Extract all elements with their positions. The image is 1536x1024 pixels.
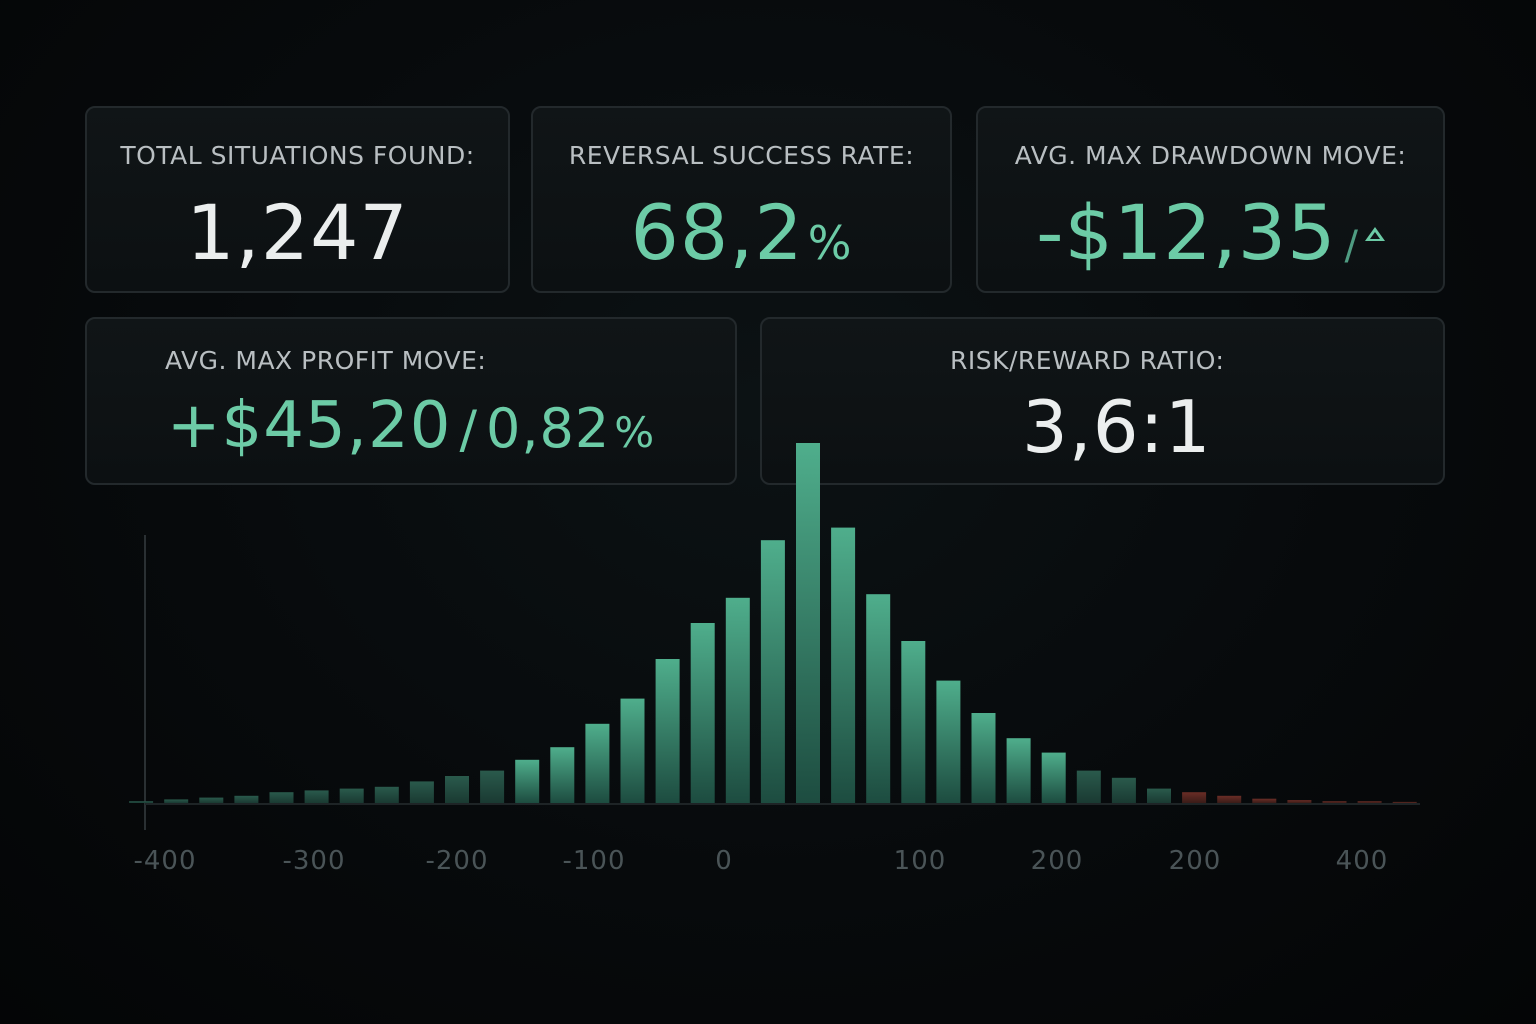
risk-reward-label: RISK/REWARD RATIO:	[950, 346, 1225, 375]
reversal-rate-card: REVERSAL SUCCESS RATE: 68,2%	[531, 106, 952, 293]
avg-profit-separator: /	[459, 400, 478, 460]
histogram-bar	[760, 540, 785, 803]
histogram-bar	[515, 759, 540, 803]
histogram-bar	[1182, 792, 1207, 803]
avg-profit-value: +$45,20	[166, 389, 452, 463]
x-tick-label: -400	[133, 846, 196, 876]
x-tick-label: -100	[562, 846, 625, 876]
x-axis-ticks: -400 -300 -200 -100 0 100 200 200 400	[133, 846, 1389, 876]
risk-reward-card: RISK/REWARD RATIO: 3,6:1	[760, 317, 1445, 485]
avg-drawdown-card: AVG. MAX DRAWDOWN MOVE: -$12,35/	[976, 106, 1445, 293]
x-tick-label: 400	[1336, 846, 1389, 876]
histogram-bar	[339, 788, 364, 803]
histogram-bar	[234, 795, 259, 803]
x-tick-label: 200	[1169, 846, 1222, 876]
x-tick-label: 0	[715, 846, 733, 876]
histogram-bar	[374, 786, 399, 803]
histogram-bar	[831, 527, 856, 803]
x-tick-label: 100	[894, 846, 947, 876]
histogram-bar	[936, 680, 961, 803]
histogram-bar	[409, 781, 434, 803]
histogram-bar	[901, 641, 926, 803]
histogram-bar	[971, 713, 996, 803]
histogram-bar	[1111, 777, 1136, 803]
histogram-bar	[1217, 795, 1242, 803]
histogram-bar	[445, 776, 469, 803]
risk-reward-value: 3,6:1	[1022, 385, 1212, 469]
x-tick-label: -300	[282, 846, 345, 876]
avg-drawdown-label: AVG. MAX DRAWDOWN MOVE:	[1014, 141, 1407, 170]
histogram-bar	[690, 623, 715, 803]
histogram-bar	[164, 799, 189, 803]
histogram-bar	[269, 792, 294, 803]
histogram-bar	[866, 594, 891, 803]
triangle-up-icon	[1364, 227, 1385, 241]
histogram-bar	[655, 659, 680, 803]
histogram-bar	[199, 797, 224, 803]
histogram-bar	[1252, 798, 1277, 803]
reversal-rate-value: 68,2	[630, 188, 804, 277]
histogram-bar	[1392, 801, 1417, 803]
total-situations-label: TOTAL SITUATIONS FOUND:	[120, 141, 475, 170]
avg-profit-card: AVG. MAX PROFIT MOVE: +$45,20/0,82%	[85, 317, 737, 485]
reversal-rate-label: REVERSAL SUCCESS RATE:	[568, 141, 915, 170]
total-situations-value: 1,247	[186, 188, 409, 277]
histogram-bar	[1357, 801, 1382, 803]
histogram-bar	[585, 723, 610, 803]
histogram-bar	[620, 698, 645, 803]
histogram-bar	[1006, 738, 1031, 803]
total-situations-card: TOTAL SITUATIONS FOUND: 1,247	[85, 106, 510, 293]
histogram-bar	[304, 790, 329, 803]
avg-drawdown-suffix: /	[1344, 223, 1359, 269]
histogram-bar	[1076, 770, 1101, 803]
x-tick-label: -200	[425, 846, 488, 876]
avg-profit-percent: 0,82	[485, 397, 611, 460]
histogram-bar	[550, 747, 575, 803]
histogram-bar	[1041, 752, 1066, 803]
histogram-bar	[1322, 801, 1347, 803]
histogram-bar	[1287, 800, 1312, 803]
histogram-bar	[1147, 788, 1171, 803]
avg-drawdown-value-wrap: -$12,35/	[978, 188, 1443, 277]
histogram-bar	[129, 801, 154, 803]
avg-drawdown-value: -$12,35	[1036, 188, 1337, 277]
histogram-bar	[725, 597, 750, 803]
x-tick-label: 200	[1031, 846, 1084, 876]
histogram-bar	[796, 443, 820, 803]
histogram-bars	[129, 443, 1417, 803]
avg-profit-label: AVG. MAX PROFIT MOVE:	[165, 346, 487, 375]
avg-profit-value-wrap: +$45,20/0,82%	[87, 389, 735, 463]
avg-profit-unit: %	[614, 408, 656, 457]
reversal-rate-unit: %	[807, 216, 853, 270]
histogram-bar	[480, 770, 505, 803]
reversal-rate-value-wrap: 68,2%	[533, 188, 950, 277]
